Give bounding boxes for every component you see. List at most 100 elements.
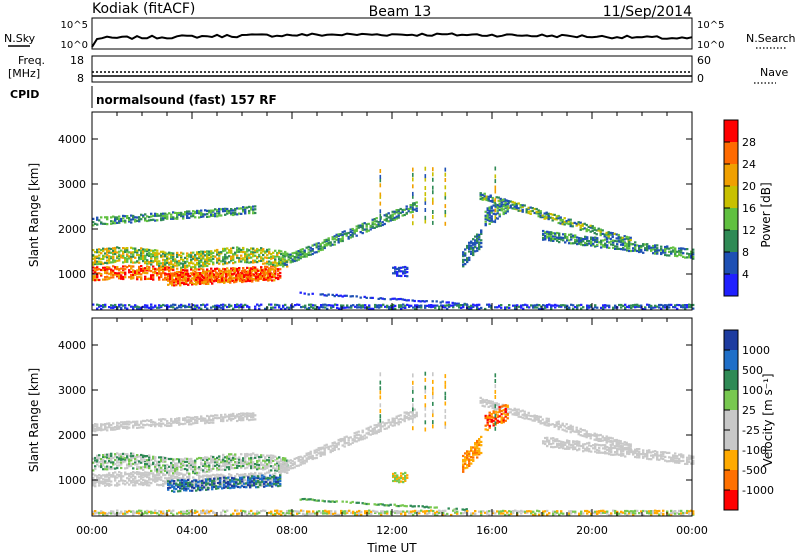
echo-cell xyxy=(587,229,590,232)
echo-cell xyxy=(556,231,559,235)
echo-cell xyxy=(373,220,376,223)
echo-cell xyxy=(255,480,258,483)
echo-cell xyxy=(185,273,188,276)
echo-cell xyxy=(272,454,275,457)
echo-cell xyxy=(373,223,376,226)
echo-cell xyxy=(243,275,246,278)
echo-cell xyxy=(594,306,597,309)
echo-cell xyxy=(596,240,599,244)
echo-cell xyxy=(589,226,592,229)
nsearch-tick-bottom: 10^0 xyxy=(697,40,724,51)
echo-cell xyxy=(299,255,302,258)
echo-cell xyxy=(466,244,469,248)
echo-cell xyxy=(351,438,354,441)
echo-cell xyxy=(500,207,503,210)
echo-cell xyxy=(282,458,285,461)
echo-cell xyxy=(428,304,431,307)
echo-cell xyxy=(202,213,205,216)
echo-cell xyxy=(118,425,121,428)
echo-cell xyxy=(126,456,129,459)
echo-cell xyxy=(170,422,173,425)
echo-cell xyxy=(267,484,270,487)
echo-cell xyxy=(264,478,267,481)
echo-cell xyxy=(271,279,274,282)
echo-cell xyxy=(329,243,332,246)
echo-cell xyxy=(156,249,159,252)
echo-cell xyxy=(96,266,99,269)
echo-cell xyxy=(285,260,288,263)
echo-cell xyxy=(224,262,227,265)
echo-cell xyxy=(319,454,322,457)
echo-cell xyxy=(407,414,410,417)
echo-cell xyxy=(162,218,165,221)
echo-cell xyxy=(216,456,219,459)
echo-cell xyxy=(192,416,195,419)
echo-cell xyxy=(397,414,400,417)
echo-cell xyxy=(387,425,390,428)
echo-cell xyxy=(222,207,225,211)
echo-cell xyxy=(171,479,174,482)
echo-cell xyxy=(116,259,119,262)
echo-cell xyxy=(102,257,105,260)
echo-cell xyxy=(470,306,473,309)
echo-cell xyxy=(488,217,491,221)
echo-cell xyxy=(574,236,577,239)
echo-cell xyxy=(594,240,597,243)
echo-cell xyxy=(156,468,159,471)
echo-cell xyxy=(164,255,167,258)
echo-cell xyxy=(167,274,170,278)
echo-cell xyxy=(440,304,443,307)
echo-cell xyxy=(136,271,139,274)
echo-cell xyxy=(268,459,271,462)
echo-cell xyxy=(142,479,145,482)
echo-cell xyxy=(148,471,151,474)
echo-cell xyxy=(323,447,326,450)
echo-cell xyxy=(148,424,151,427)
echo-cell xyxy=(164,278,167,281)
echo-cell xyxy=(172,420,175,423)
echo-cell xyxy=(626,246,629,249)
echo-cell xyxy=(242,412,245,415)
echo-cell xyxy=(146,219,149,223)
echo-cell xyxy=(226,262,229,265)
echo-cell xyxy=(607,231,610,234)
echo-cell xyxy=(313,451,316,454)
echo-cell xyxy=(116,217,119,221)
echo-cell xyxy=(387,418,390,422)
echo-cell xyxy=(320,304,323,307)
echo-cell xyxy=(421,505,424,508)
echo-cell xyxy=(403,420,406,423)
echo-cell xyxy=(337,448,340,451)
echo-cell xyxy=(194,263,197,266)
echo-cell xyxy=(468,241,471,244)
echo-cell xyxy=(261,480,264,483)
echo-cell xyxy=(172,216,175,219)
echo-cell xyxy=(335,238,338,241)
echo-cell xyxy=(397,418,400,421)
echo-cell xyxy=(536,306,539,309)
echo-cell xyxy=(162,250,165,253)
echo-cell xyxy=(261,270,264,274)
echo-cell xyxy=(351,441,354,444)
echo-cell xyxy=(146,423,149,426)
echo-cell xyxy=(269,270,272,273)
echo-cell xyxy=(234,253,237,256)
echo-cell xyxy=(196,467,199,470)
echo-cell xyxy=(197,282,200,285)
echo-cell xyxy=(98,457,101,460)
echo-cell xyxy=(255,271,258,275)
echo-cell xyxy=(496,212,499,215)
echo-cell xyxy=(224,304,227,307)
echo-cell xyxy=(118,458,121,461)
echo-cell xyxy=(262,466,265,469)
echo-cell xyxy=(150,255,153,258)
echo-cell xyxy=(102,454,105,457)
echo-cell xyxy=(148,306,151,309)
echo-cell xyxy=(214,461,217,464)
echo-cell xyxy=(202,458,205,461)
echo-cell xyxy=(209,278,212,281)
echo-cell xyxy=(279,274,282,278)
echo-cell xyxy=(502,198,505,202)
echo-cell xyxy=(190,423,193,426)
echo-cell xyxy=(230,419,233,422)
